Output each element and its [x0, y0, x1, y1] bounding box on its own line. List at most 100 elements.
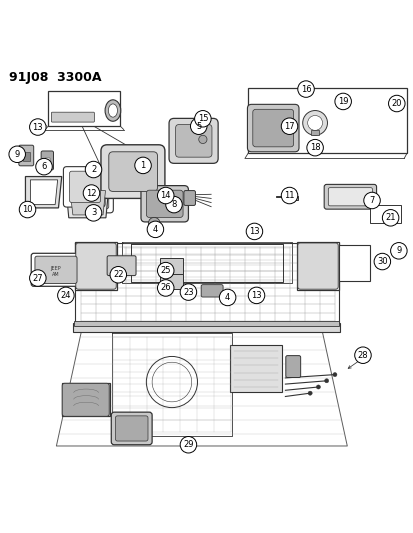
FancyBboxPatch shape — [74, 320, 338, 326]
Circle shape — [9, 146, 25, 163]
Circle shape — [85, 161, 102, 178]
FancyBboxPatch shape — [296, 242, 339, 290]
FancyBboxPatch shape — [248, 88, 406, 153]
Circle shape — [382, 209, 398, 226]
FancyBboxPatch shape — [252, 109, 293, 147]
Text: 1: 1 — [140, 161, 145, 170]
FancyBboxPatch shape — [45, 158, 50, 167]
FancyBboxPatch shape — [111, 412, 152, 445]
Text: 15: 15 — [197, 114, 208, 123]
FancyBboxPatch shape — [297, 243, 337, 289]
Circle shape — [157, 262, 173, 279]
FancyBboxPatch shape — [19, 145, 33, 166]
Circle shape — [29, 119, 46, 135]
Circle shape — [57, 287, 74, 304]
Polygon shape — [62, 383, 110, 416]
FancyBboxPatch shape — [323, 184, 376, 209]
Text: 8: 8 — [171, 200, 176, 209]
Circle shape — [316, 385, 320, 389]
Circle shape — [307, 391, 311, 395]
FancyBboxPatch shape — [74, 242, 117, 290]
Circle shape — [83, 185, 100, 201]
FancyBboxPatch shape — [338, 245, 369, 281]
FancyBboxPatch shape — [62, 383, 109, 416]
Circle shape — [246, 223, 262, 240]
Ellipse shape — [108, 104, 117, 117]
Circle shape — [297, 81, 313, 98]
Circle shape — [248, 287, 264, 304]
Circle shape — [85, 205, 102, 221]
FancyBboxPatch shape — [230, 345, 281, 392]
FancyBboxPatch shape — [23, 152, 29, 161]
FancyBboxPatch shape — [51, 112, 94, 122]
FancyBboxPatch shape — [201, 285, 223, 297]
Circle shape — [194, 110, 211, 127]
Circle shape — [157, 187, 173, 204]
Circle shape — [29, 270, 46, 286]
Circle shape — [280, 118, 297, 134]
Circle shape — [354, 347, 370, 364]
FancyBboxPatch shape — [369, 205, 400, 223]
Text: 23: 23 — [183, 288, 193, 296]
Circle shape — [36, 158, 52, 175]
Circle shape — [147, 221, 163, 238]
Text: 6: 6 — [41, 162, 47, 171]
Text: 13: 13 — [33, 123, 43, 132]
Text: 19: 19 — [337, 97, 348, 106]
FancyBboxPatch shape — [41, 151, 53, 170]
Text: 12: 12 — [86, 189, 97, 198]
Text: 91J08  3300A: 91J08 3300A — [9, 70, 101, 84]
Circle shape — [373, 253, 390, 270]
Text: 10: 10 — [22, 205, 33, 214]
Text: JEEP
AM: JEEP AM — [50, 266, 61, 277]
Polygon shape — [66, 187, 109, 218]
Circle shape — [135, 157, 151, 174]
FancyBboxPatch shape — [35, 256, 77, 284]
Text: 13: 13 — [249, 227, 259, 236]
Text: 16: 16 — [300, 85, 311, 94]
Circle shape — [334, 93, 351, 110]
Text: 5: 5 — [196, 122, 201, 131]
FancyBboxPatch shape — [160, 273, 183, 289]
Polygon shape — [70, 191, 105, 215]
Text: 4: 4 — [152, 225, 158, 234]
Text: 20: 20 — [391, 99, 401, 108]
FancyBboxPatch shape — [107, 256, 136, 276]
Ellipse shape — [105, 100, 121, 122]
FancyBboxPatch shape — [63, 167, 105, 207]
FancyBboxPatch shape — [183, 191, 195, 205]
Circle shape — [19, 201, 36, 218]
Text: 17: 17 — [283, 122, 294, 131]
FancyBboxPatch shape — [141, 185, 188, 222]
Circle shape — [302, 110, 327, 135]
FancyBboxPatch shape — [247, 104, 298, 152]
Circle shape — [180, 437, 196, 453]
Text: 2: 2 — [91, 165, 96, 174]
FancyBboxPatch shape — [69, 171, 100, 203]
Circle shape — [190, 118, 206, 134]
FancyBboxPatch shape — [175, 125, 211, 157]
Text: 14: 14 — [160, 191, 171, 200]
FancyBboxPatch shape — [169, 118, 218, 163]
Text: 24: 24 — [60, 291, 71, 300]
Circle shape — [390, 243, 406, 259]
FancyBboxPatch shape — [101, 145, 164, 198]
FancyBboxPatch shape — [146, 190, 183, 217]
Circle shape — [324, 379, 328, 383]
Text: 11: 11 — [284, 191, 294, 200]
FancyBboxPatch shape — [109, 152, 157, 191]
Polygon shape — [25, 176, 62, 208]
Text: 29: 29 — [183, 440, 193, 449]
Text: 13: 13 — [251, 291, 261, 300]
Text: 28: 28 — [357, 351, 368, 360]
Circle shape — [219, 289, 235, 306]
Text: 7: 7 — [368, 196, 374, 205]
Circle shape — [157, 280, 173, 296]
FancyBboxPatch shape — [75, 180, 109, 209]
FancyBboxPatch shape — [69, 176, 113, 213]
Text: 9: 9 — [395, 246, 401, 255]
Text: 18: 18 — [309, 143, 320, 152]
Polygon shape — [275, 196, 297, 200]
Circle shape — [165, 196, 182, 213]
FancyBboxPatch shape — [160, 259, 183, 274]
